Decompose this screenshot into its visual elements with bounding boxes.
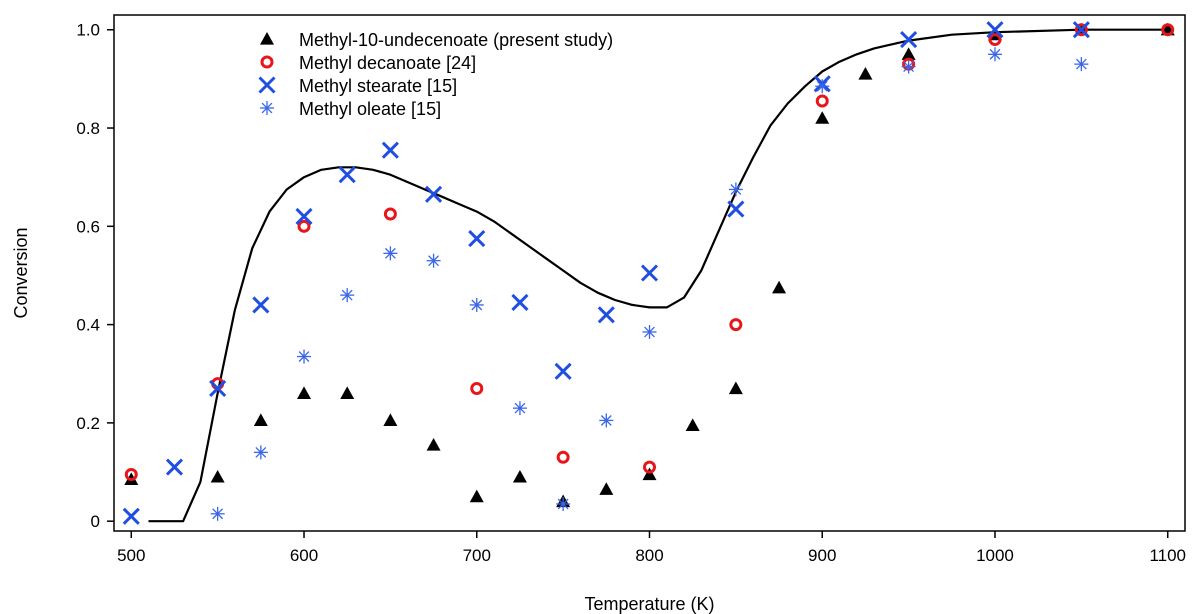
y-tick-label: 0.8 <box>76 119 100 138</box>
legend-item: Methyl decanoate [24] <box>260 53 476 73</box>
data-point-circle <box>643 460 656 474</box>
data-point-asterisk <box>987 47 1002 62</box>
data-point-asterisk <box>253 445 268 460</box>
x-tick-label: 900 <box>808 546 836 565</box>
data-point-x <box>122 507 140 525</box>
x-tick-label: 500 <box>117 546 145 565</box>
data-point-triangle <box>340 386 355 399</box>
data-point-circle <box>1074 23 1088 37</box>
legend-marker-circle <box>260 55 274 69</box>
data-point-x <box>338 166 356 184</box>
data-point-circle <box>1161 23 1175 37</box>
x-tick-label: 600 <box>290 546 318 565</box>
x-tick-label: 800 <box>635 546 663 565</box>
x-tick-label: 700 <box>463 546 491 565</box>
legend-marker-triangle <box>260 32 274 45</box>
data-point-triangle <box>728 381 743 395</box>
data-point-asterisk <box>1074 57 1089 72</box>
y-tick-label: 0.6 <box>76 217 100 236</box>
data-point-triangle <box>512 469 527 483</box>
data-point-circle <box>297 219 311 233</box>
data-point-asterisk <box>728 182 743 197</box>
data-point-x <box>554 362 572 380</box>
y-tick-label: 0.4 <box>76 316 100 335</box>
data-point-circle <box>729 318 743 332</box>
legend-label: Methyl-10-undecenoate (present study) <box>299 30 613 50</box>
data-point-x <box>640 264 659 282</box>
y-axis: 0 0.2 0.4 0.6 0.8 1.0 <box>76 21 114 531</box>
x-axis: 500 600 700 800 900 1000 1100 <box>117 531 1186 565</box>
data-point-asterisk <box>556 496 571 511</box>
data-point-x <box>727 200 745 218</box>
legend-label: Methyl oleate [15] <box>299 99 441 119</box>
data-point-asterisk <box>642 324 657 339</box>
data-point-triangle <box>469 489 484 503</box>
data-point-triangle <box>210 469 225 483</box>
legend-label: Methyl stearate [15] <box>299 76 457 96</box>
x-tick-label: 1100 <box>1149 546 1186 565</box>
data-point-x <box>511 293 529 312</box>
legend-item: Methyl-10-undecenoate (present study) <box>260 30 613 50</box>
legend-marker-asterisk <box>260 101 274 115</box>
y-tick-label: 0 <box>91 512 100 531</box>
y-axis-title: Conversion <box>11 227 31 318</box>
legend-item: Methyl oleate [15] <box>260 99 441 119</box>
data-point-x <box>252 296 270 314</box>
data-point-asterisk <box>512 401 527 416</box>
data-point-circle <box>383 207 397 221</box>
data-point-triangle <box>297 386 312 399</box>
data-point-triangle <box>901 47 916 60</box>
data-point-asterisk <box>383 246 398 261</box>
data-point-asterisk <box>469 297 484 312</box>
data-point-x <box>986 21 1004 39</box>
data-point-x <box>468 230 486 248</box>
data-point-circle <box>556 450 570 464</box>
legend-item: Methyl stearate [15] <box>258 76 457 96</box>
y-tick-label: 1.0 <box>76 21 100 40</box>
data-points-layer <box>122 21 1175 525</box>
data-point-triangle <box>642 467 657 481</box>
data-point-asterisk <box>599 413 614 428</box>
data-point-triangle <box>772 280 787 294</box>
data-point-asterisk <box>901 59 916 74</box>
y-tick-label: 0.2 <box>76 414 100 433</box>
data-point-asterisk <box>210 506 225 521</box>
legend-label: Methyl decanoate [24] <box>299 53 476 73</box>
legend-marker-x <box>258 76 276 94</box>
data-point-asterisk <box>340 288 355 303</box>
data-point-triangle <box>253 413 268 427</box>
data-point-circle <box>470 381 484 395</box>
data-point-x <box>381 141 399 159</box>
data-point-x <box>295 207 313 226</box>
x-tick-label: 1000 <box>976 546 1014 565</box>
model-curve-line <box>148 28 1168 523</box>
data-point-triangle <box>685 418 700 431</box>
data-point-asterisk <box>426 253 441 268</box>
data-point-triangle <box>599 482 614 495</box>
data-point-triangle <box>426 438 441 451</box>
data-point-triangle <box>815 111 830 124</box>
data-point-triangle <box>383 413 398 427</box>
legend: Methyl-10-undecenoate (present study) Met… <box>258 30 613 119</box>
data-point-circle <box>124 467 138 481</box>
data-point-circle <box>988 33 1002 47</box>
data-point-x <box>425 185 443 203</box>
data-point-triangle <box>858 66 873 80</box>
data-point-asterisk <box>297 349 312 364</box>
model-curve-layer <box>148 28 1168 523</box>
data-point-x <box>165 458 184 476</box>
data-point-x <box>900 31 918 49</box>
data-point-x <box>1072 21 1090 39</box>
data-point-circle <box>815 94 829 108</box>
x-axis-title: Temperature (K) <box>584 594 714 614</box>
data-point-asterisk <box>815 79 830 94</box>
data-point-x <box>209 379 227 398</box>
data-point-x <box>597 306 615 324</box>
